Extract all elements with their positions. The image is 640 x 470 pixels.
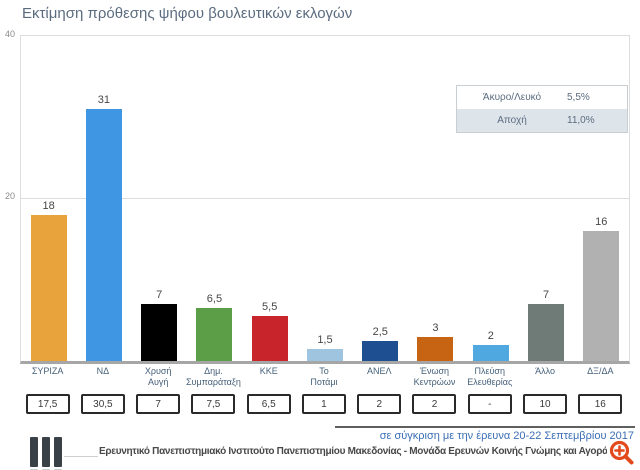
legend-value: 5,5% — [567, 92, 590, 103]
legend-label: Άκυρο/Λευκό — [482, 92, 542, 103]
zoom-in-icon[interactable] — [608, 439, 635, 466]
footer-attribution: Ερευνητικό Πανεπιστημιακό Ινστιτούτο Παν… — [99, 446, 607, 457]
bar-3 — [196, 308, 233, 361]
bar-5 — [306, 348, 343, 361]
previous-value-box: 7,5 — [191, 394, 236, 414]
legend-box: Άκυρο/Λευκό 5,5% Αποχή 11,0% — [456, 85, 628, 133]
bar-10 — [583, 231, 620, 361]
y-axis-tick-20: 20 — [5, 191, 16, 201]
bar-column: 1,5 — [297, 334, 352, 361]
previous-value-box: 17,5 — [25, 394, 70, 414]
logo-bar — [42, 437, 50, 467]
y-axis-tick-40: 40 — [5, 29, 16, 39]
legend-row-abstention: Αποχή 11,0% — [457, 109, 627, 132]
x-axis-label: ΝΔ — [96, 366, 110, 376]
x-axis-label: ΑΝΕΛ — [366, 366, 392, 376]
logo-bar — [54, 437, 62, 467]
bar-9 — [528, 304, 565, 361]
bar-column: 31 — [76, 94, 131, 361]
chart-title: Εκτίμηση πρόθεσης ψήφου βουλευτικών εκλο… — [22, 5, 353, 22]
logo-bar — [30, 437, 38, 467]
bar-column: 7 — [518, 289, 573, 361]
bar-column: 16 — [574, 216, 629, 361]
bar-2 — [141, 304, 178, 361]
bar-value-label: 2 — [487, 329, 494, 342]
bar-4 — [251, 316, 288, 361]
x-axis-label: Πλεύση Ελευθερίας — [467, 366, 513, 387]
bar-value-label: 7 — [156, 289, 163, 302]
comparison-note: σε σύγκριση με την έρευνα 20-22 Σεπτεμβρ… — [379, 430, 634, 442]
previous-values-row: 17,5 30,5 7 7,5 6,5 1 2 2-10 16 — [20, 394, 628, 414]
bar-value-label: 31 — [97, 94, 111, 107]
three-bars-logo — [30, 437, 62, 467]
x-axis-labels: ΣΥΡΙΖΑ ΝΔ Χρυσή Αυγή Δημ. Συμπαράταξη ΚΚΕ Το Ποτ… — [20, 366, 628, 388]
bar-7 — [417, 336, 454, 361]
previous-value-box: 2 — [357, 394, 402, 414]
bar-value-label: 16 — [595, 216, 608, 228]
previous-value-box: 2 — [412, 394, 457, 414]
x-axis-label: Ένωση Κεντρώων — [413, 366, 456, 387]
plot-area: 18 31 7 6,5 5,5 1,5 2,5 3 2 7 16 — [20, 35, 630, 364]
gridline-20 — [21, 198, 629, 199]
previous-value-box: 10 — [523, 394, 568, 414]
previous-value-box: 6,5 — [246, 394, 291, 414]
bar-0 — [30, 214, 67, 361]
bar-column: 2,5 — [353, 326, 408, 361]
previous-value-box: - — [467, 394, 512, 414]
bar-column: 6,5 — [187, 293, 242, 361]
bar-value-label: 3 — [432, 321, 439, 334]
previous-value-box: 16 — [578, 394, 623, 414]
bar-column: 7 — [132, 289, 187, 361]
logo-swoosh-line — [64, 456, 98, 457]
bar-column: 2 — [463, 330, 518, 361]
bar-value-label: 5,5 — [262, 301, 278, 314]
bar-8 — [472, 344, 509, 361]
bar-value-label: 18 — [42, 199, 55, 212]
comparison-divider-line — [335, 426, 635, 428]
bar-6 — [362, 340, 399, 361]
bar-value-label: 6,5 — [206, 293, 223, 306]
x-axis-label: ΔΞ/ΔΑ — [587, 366, 614, 376]
x-axis-label: Δημ. Συμπαράταξη — [185, 366, 241, 387]
bar-1 — [85, 109, 122, 361]
legend-label: Αποχή — [497, 115, 527, 126]
legend-row-invalid-blank: Άκυρο/Λευκό 5,5% — [457, 86, 627, 109]
bar-column: 5,5 — [242, 301, 297, 361]
legend-value: 11,0% — [567, 115, 595, 126]
bar-value-label: 7 — [542, 289, 550, 302]
previous-value-box: 1 — [301, 394, 346, 414]
bar-column: 3 — [408, 322, 463, 361]
x-axis-label: Άλλο — [535, 366, 555, 376]
x-axis-label: Το Ποτάμι — [310, 366, 338, 387]
bar-group: 18 31 7 6,5 5,5 1,5 2,5 3 2 7 16 — [21, 36, 629, 361]
x-axis-label: Χρυσή Αυγή — [144, 366, 172, 387]
x-axis-label: ΚΚΕ — [259, 366, 278, 376]
bar-value-label: 1,5 — [317, 333, 333, 346]
bar-column: 18 — [21, 200, 76, 361]
previous-value-box: 30,5 — [80, 394, 125, 414]
bar-value-label: 2,5 — [372, 325, 388, 338]
previous-value-box: 7 — [136, 394, 181, 414]
x-axis-label: ΣΥΡΙΖΑ — [31, 366, 64, 376]
